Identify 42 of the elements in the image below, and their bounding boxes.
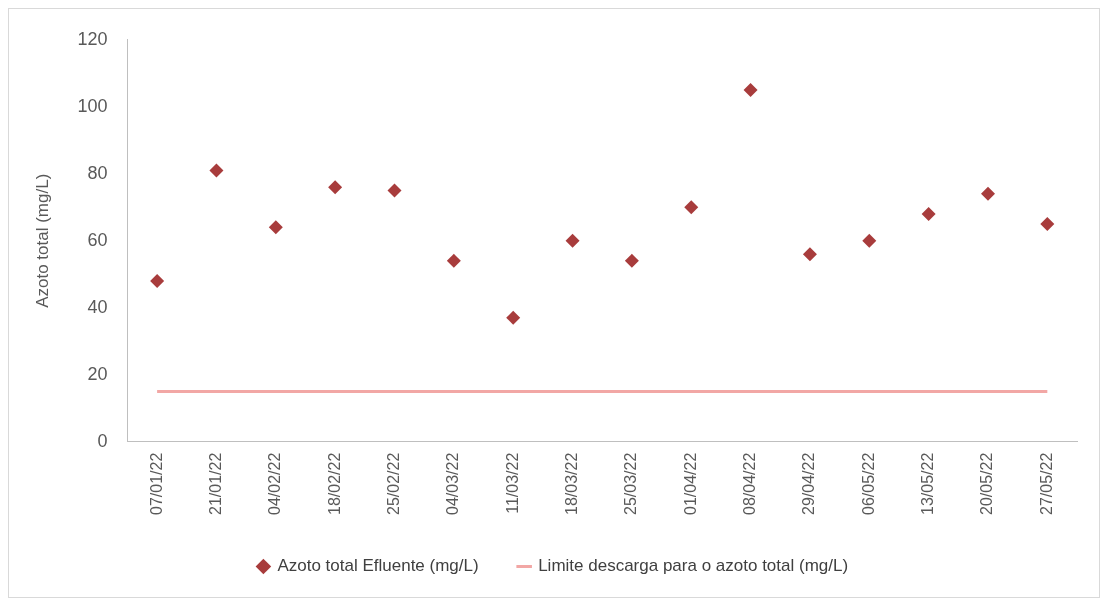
point xyxy=(209,163,224,178)
y-tick-label: 0 xyxy=(97,430,108,451)
x-tick-label: 08/04/22 xyxy=(740,452,758,515)
legend-label: Azoto total Efluente (mg/L) xyxy=(277,556,479,576)
x-tick-label: 20/05/22 xyxy=(978,452,996,515)
y-tick-label: 20 xyxy=(87,363,108,384)
x-tick-label: 04/02/22 xyxy=(266,452,284,515)
point xyxy=(387,183,402,198)
y-tick-label: 60 xyxy=(87,229,108,250)
x-tick-label: 01/04/22 xyxy=(681,452,699,515)
x-tick-label: 11/03/22 xyxy=(503,452,521,514)
point xyxy=(624,253,639,268)
x-tick-label: 21/01/22 xyxy=(206,452,224,515)
x-tick-label: 07/01/22 xyxy=(147,452,165,515)
point xyxy=(506,310,521,325)
point xyxy=(743,83,758,98)
y-tick-label: 80 xyxy=(87,162,108,183)
y-tick-label: 40 xyxy=(87,296,108,317)
y-tick-label: 120 xyxy=(77,28,108,49)
x-tick-label: 27/05/22 xyxy=(1037,452,1055,515)
point xyxy=(980,186,995,201)
x-tick-label: 04/03/22 xyxy=(444,452,462,515)
point xyxy=(328,180,343,195)
point xyxy=(268,220,283,235)
point xyxy=(684,200,699,215)
x-tick-label: 25/03/22 xyxy=(622,452,640,515)
y-axis-title: Azoto total (mg/L) xyxy=(32,173,52,308)
point xyxy=(802,247,817,262)
point xyxy=(150,273,165,288)
legend-label: Limite descarga para o azoto total (mg/L) xyxy=(538,556,849,576)
point xyxy=(446,253,461,268)
x-tick-label: 25/02/22 xyxy=(384,452,402,515)
point xyxy=(921,206,936,221)
point xyxy=(862,233,877,248)
point xyxy=(565,233,580,248)
x-tick-label: 18/03/22 xyxy=(562,452,580,515)
x-tick-label: 29/04/22 xyxy=(800,452,818,515)
x-tick-label: 13/05/22 xyxy=(919,452,937,515)
x-tick-label: 18/02/22 xyxy=(325,452,343,515)
x-tick-label: 06/05/22 xyxy=(859,452,877,515)
y-tick-label: 100 xyxy=(77,95,108,116)
point xyxy=(1040,217,1055,232)
